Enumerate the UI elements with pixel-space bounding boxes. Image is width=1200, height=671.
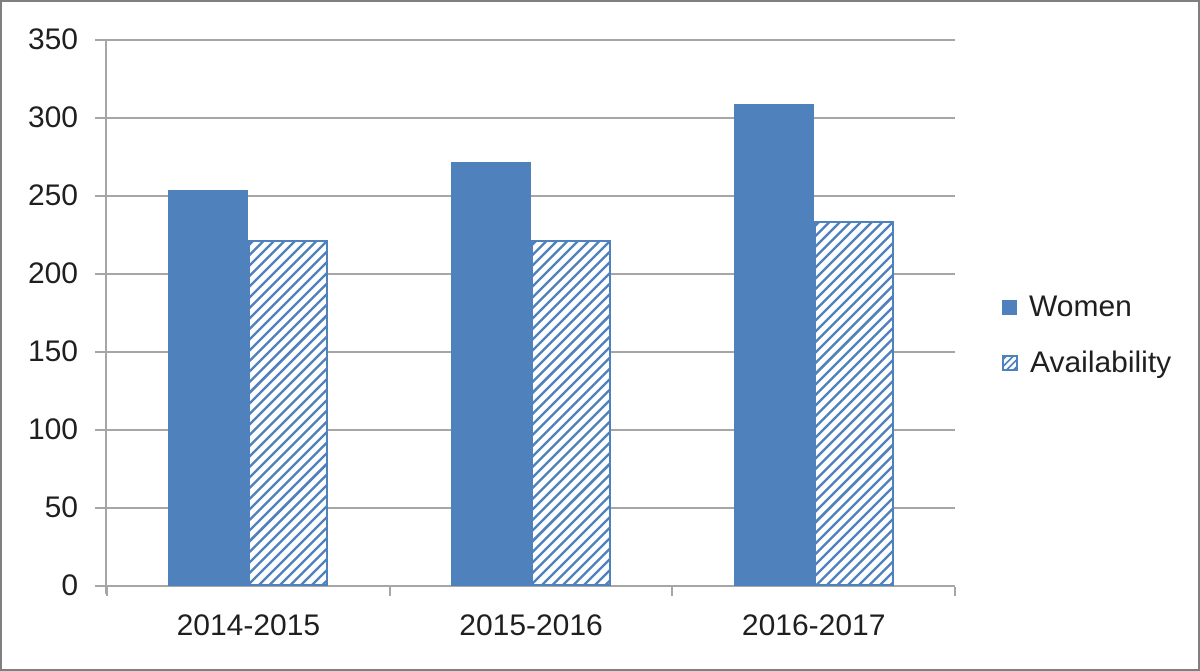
legend-item-availability: Availability xyxy=(1002,347,1171,379)
x-tick-1 xyxy=(388,587,391,596)
bar-women-2016-2017 xyxy=(733,103,814,586)
y-axis-label-300: 300 xyxy=(27,101,78,134)
x-tick-2 xyxy=(671,587,674,596)
x-tick-0 xyxy=(106,587,108,596)
y-axis-label-150: 150 xyxy=(27,335,78,368)
y-tick-150 xyxy=(95,351,107,353)
bar-availability-2016-2017 xyxy=(813,220,894,586)
women-series-label: Women xyxy=(1029,290,1132,323)
y-axis-label-50: 50 xyxy=(44,491,78,524)
x-tick-3 xyxy=(954,587,956,596)
women-series-swatch-icon xyxy=(1002,299,1017,315)
gridline-0 xyxy=(107,585,955,587)
plot-area xyxy=(95,39,956,596)
y-tick-0 xyxy=(95,585,107,587)
y-axis-label-350: 350 xyxy=(27,23,78,56)
gridline-350 xyxy=(107,39,955,41)
legend: Women Availability xyxy=(1002,291,1171,379)
bar-availability-2015-2016 xyxy=(531,239,611,586)
legend-item-women: Women xyxy=(1002,291,1171,323)
y-axis-label-100: 100 xyxy=(27,413,78,446)
y-tick-250 xyxy=(95,195,107,197)
y-axis-label-0: 0 xyxy=(61,569,78,602)
x-axis-label-2016-2017: 2016-2017 xyxy=(741,609,886,642)
bar-availability-2014-2015 xyxy=(248,239,329,586)
bar-women-2015-2016 xyxy=(451,161,531,586)
gridline-300 xyxy=(107,117,955,119)
y-tick-100 xyxy=(95,429,107,431)
y-tick-200 xyxy=(95,273,107,275)
y-tick-50 xyxy=(95,507,107,509)
x-axis-label-2014-2015: 2014-2015 xyxy=(176,609,321,642)
y-axis-line xyxy=(105,40,107,594)
availability-series-swatch-icon xyxy=(1002,355,1018,371)
y-axis-label-250: 250 xyxy=(27,179,78,212)
y-tick-350 xyxy=(95,39,107,41)
x-axis-label-2015-2016: 2015-2016 xyxy=(459,609,603,642)
availability-series-label: Availability xyxy=(1030,346,1172,379)
bar-women-2014-2015 xyxy=(168,189,249,586)
y-axis-label-200: 200 xyxy=(27,257,78,290)
y-tick-300 xyxy=(95,117,107,119)
gridline-250 xyxy=(107,195,955,197)
